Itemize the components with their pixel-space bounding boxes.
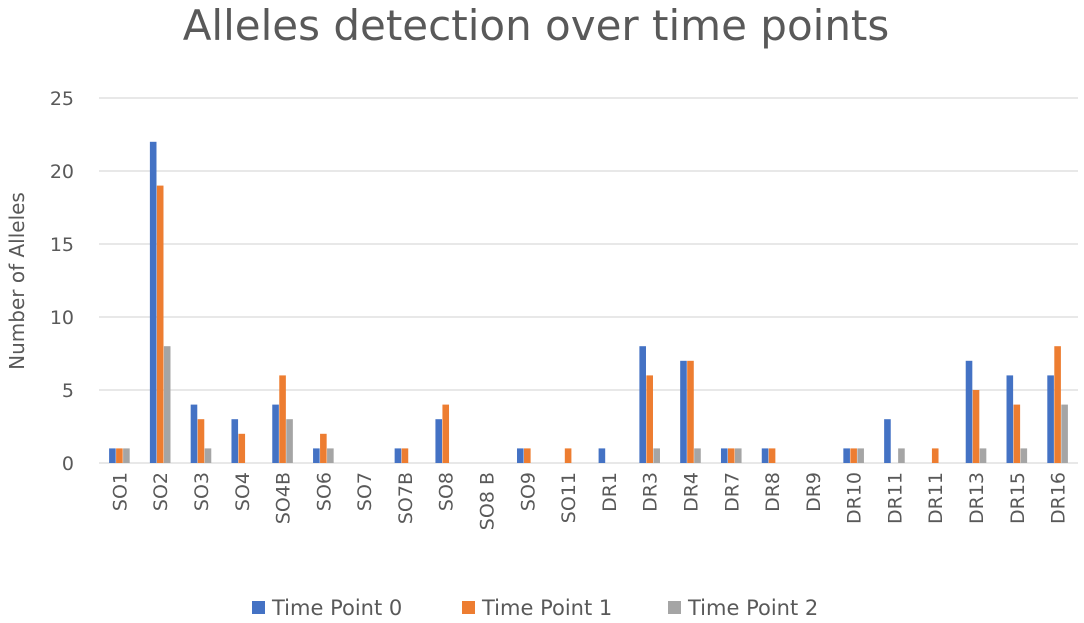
x-tick-label: SO2 (150, 472, 172, 511)
bar (435, 419, 443, 463)
bar (850, 448, 857, 463)
legend-swatch (252, 601, 265, 614)
bars (109, 141, 1068, 464)
bar (720, 448, 728, 463)
x-tick-label: DR11 (925, 472, 947, 524)
bar (123, 448, 130, 463)
bar (979, 448, 987, 463)
bar (972, 390, 980, 463)
x-tick-label: DR1 (599, 472, 621, 512)
y-tick-label: 0 (62, 453, 74, 475)
x-tick-label: DR7 (721, 472, 743, 512)
bar (1047, 375, 1054, 463)
x-tick-label: DR10 (844, 472, 866, 524)
x-tick-label: SO6 (313, 472, 335, 511)
bar (238, 433, 246, 463)
bar (898, 448, 905, 463)
bar (190, 404, 198, 463)
bar (1013, 404, 1021, 463)
bar (931, 448, 939, 463)
y-tick-label: 15 (50, 234, 74, 256)
x-tick-label: SO9 (517, 472, 539, 511)
bar (598, 448, 606, 463)
bar (313, 448, 320, 463)
chart-title: Alleles detection over time points (183, 1, 890, 50)
bar (517, 448, 524, 463)
bar (394, 448, 402, 463)
bar (116, 448, 123, 463)
bar (279, 375, 286, 463)
legend-label: Time Point 2 (687, 596, 818, 620)
bar (653, 448, 660, 463)
bar (694, 448, 701, 463)
bar (442, 404, 450, 463)
bar (286, 419, 293, 463)
legend-label: Time Point 1 (481, 596, 612, 620)
bar (768, 448, 776, 463)
y-axis-ticks: 0 5 10 15 20 25 (50, 88, 74, 475)
x-tick-label: DR4 (680, 472, 702, 512)
x-tick-label: DR9 (803, 472, 825, 512)
x-tick-label: SO4B (273, 472, 295, 524)
bar (1061, 404, 1068, 463)
bar (272, 404, 279, 463)
bar (401, 448, 409, 463)
bar (197, 419, 205, 463)
x-tick-label: DR13 (966, 472, 988, 524)
bar (734, 448, 742, 463)
y-tick-label: 10 (50, 307, 74, 329)
bar (761, 448, 769, 463)
x-tick-label: SO7B (395, 472, 417, 524)
x-tick-label: SO1 (109, 472, 131, 511)
x-tick-label: DR15 (1007, 472, 1029, 524)
legend: Time Point 0 Time Point 1 Time Point 2 (252, 596, 818, 620)
bar (1054, 346, 1061, 463)
bar (687, 360, 694, 463)
bar (564, 448, 572, 463)
bar (646, 375, 653, 463)
bar (1006, 375, 1014, 463)
y-tick-label: 20 (50, 161, 74, 183)
x-tick-label: SO11 (558, 472, 580, 523)
legend-swatch (668, 601, 681, 614)
gridlines (99, 97, 1078, 464)
x-tick-label: SO8 B (477, 472, 499, 530)
bar (727, 448, 735, 463)
bar (231, 419, 239, 463)
bar (320, 433, 327, 463)
y-tick-label: 5 (62, 380, 74, 402)
bar (163, 346, 171, 463)
bar (149, 141, 157, 464)
x-tick-label: DR16 (1048, 472, 1070, 524)
y-axis-label: Number of Alleles (5, 192, 29, 370)
x-tick-label: SO3 (191, 472, 213, 511)
bar (1020, 448, 1028, 463)
bar (843, 448, 850, 463)
y-tick-label: 25 (50, 88, 74, 110)
bar (884, 419, 891, 463)
legend-swatch (462, 601, 475, 614)
x-tick-label: DR11 (884, 472, 906, 524)
x-tick-label: DR8 (762, 472, 784, 512)
bar (204, 448, 212, 463)
bar (639, 346, 646, 463)
bar (680, 360, 687, 463)
x-axis-ticks: SO1 SO2 SO3 SO4 SO4B SO6 SO7 SO7B SO8 SO8 B SO9 SO1… (109, 472, 1069, 530)
bar (857, 448, 864, 463)
bar (524, 448, 531, 463)
legend-label: Time Point 0 (271, 596, 402, 620)
bar (109, 448, 116, 463)
x-tick-label: SO8 (436, 472, 458, 511)
bar (327, 448, 334, 463)
x-tick-label: SO7 (354, 472, 376, 511)
bar (965, 360, 973, 463)
x-tick-label: DR3 (640, 472, 662, 512)
x-tick-label: SO4 (232, 472, 254, 511)
bar (156, 185, 164, 463)
